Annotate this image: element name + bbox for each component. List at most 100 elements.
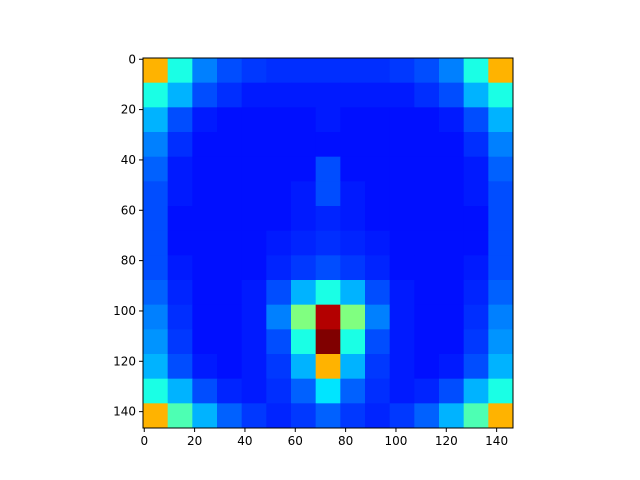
heatmap-cell [217, 378, 243, 404]
heatmap-cell [291, 255, 317, 281]
heatmap-cell [389, 354, 415, 380]
heatmap-cell [414, 107, 440, 133]
heatmap-cell [365, 230, 391, 256]
heatmap-cell [291, 181, 317, 207]
heatmap-cell [241, 230, 267, 256]
heatmap-cell [463, 107, 489, 133]
heatmap-cell [488, 132, 514, 158]
heatmap-cell [143, 107, 169, 133]
heatmap-cell [414, 181, 440, 207]
heatmap-cell [266, 206, 292, 232]
heatmap-cell [192, 378, 218, 404]
heatmap-cell [315, 82, 341, 108]
heatmap-cell [241, 378, 267, 404]
heatmap-cell [291, 354, 317, 380]
heatmap-cell [414, 132, 440, 158]
heatmap-cell [241, 280, 267, 306]
heatmap-cell [143, 82, 169, 108]
heatmap-cell [217, 354, 243, 380]
heatmap-cell [463, 354, 489, 380]
heatmap-cell [143, 255, 169, 281]
heatmap-cell [414, 58, 440, 84]
heatmap-cell [365, 181, 391, 207]
heatmap-cell [463, 230, 489, 256]
heatmap-cell [463, 280, 489, 306]
heatmap-cell [217, 280, 243, 306]
heatmap-cell [389, 156, 415, 182]
heatmap-cell [241, 181, 267, 207]
heatmap-cell [488, 181, 514, 207]
heatmap-cell [488, 82, 514, 108]
heatmap-cell [167, 304, 193, 330]
heatmap-cell [414, 403, 440, 429]
heatmap-cell [266, 82, 292, 108]
heatmap-cell [192, 181, 218, 207]
heatmap-cell [143, 403, 169, 429]
heatmap-cell [143, 354, 169, 380]
heatmap-cell [167, 206, 193, 232]
heatmap-cell [192, 280, 218, 306]
heatmap-cell [414, 206, 440, 232]
heatmap-cell [291, 280, 317, 306]
x-tick-label: 20 [187, 434, 202, 448]
heatmap-cell [315, 230, 341, 256]
heatmap-cell [340, 304, 366, 330]
heatmap-cell [167, 58, 193, 84]
heatmap-cell [439, 58, 465, 84]
heatmap-cell [167, 181, 193, 207]
heatmap-cell [340, 181, 366, 207]
heatmap-cell [266, 329, 292, 355]
heatmap-cell [266, 304, 292, 330]
y-tick-label: 60 [121, 203, 136, 217]
x-tick-label: 60 [288, 434, 303, 448]
heatmap-cell [192, 107, 218, 133]
heatmap-cell [463, 181, 489, 207]
heatmap-cell [340, 378, 366, 404]
heatmap-cell [463, 58, 489, 84]
heatmap-cell [463, 403, 489, 429]
heatmap-cell [340, 206, 366, 232]
heatmap-cell [217, 329, 243, 355]
x-tick-label: 140 [485, 434, 508, 448]
heatmap-cell [291, 82, 317, 108]
heatmap-cell [414, 354, 440, 380]
heatmap-cell [143, 156, 169, 182]
heatmap-cell [192, 329, 218, 355]
heatmap-cell [315, 107, 341, 133]
heatmap-cell [315, 255, 341, 281]
heatmap-cell [463, 206, 489, 232]
heatmap-cell [192, 403, 218, 429]
heatmap-cell [340, 354, 366, 380]
heatmap-cell [315, 304, 341, 330]
y-tick-label: 40 [121, 153, 136, 167]
heatmap-cell [365, 156, 391, 182]
heatmap-cell [389, 255, 415, 281]
heatmap-cell [340, 403, 366, 429]
heatmap-cell [340, 58, 366, 84]
heatmap-cell [439, 304, 465, 330]
heatmap-cell [389, 230, 415, 256]
heatmap-cell [217, 132, 243, 158]
heatmap-cell [365, 255, 391, 281]
heatmap-cell [439, 206, 465, 232]
y-tick-label: 140 [113, 405, 136, 419]
heatmap-cell [217, 403, 243, 429]
heatmap-cell [143, 280, 169, 306]
y-tick-label: 80 [121, 254, 136, 268]
heatmap-cell [340, 230, 366, 256]
heatmap-cell [389, 329, 415, 355]
y-tick-label: 0 [128, 52, 136, 66]
heatmap-cell [241, 354, 267, 380]
y-tick-label: 20 [121, 103, 136, 117]
heatmap-cell [340, 156, 366, 182]
heatmap-cell [266, 230, 292, 256]
heatmap-cell [315, 280, 341, 306]
heatmap-cell [291, 58, 317, 84]
heatmap-cell [340, 82, 366, 108]
heatmap-cell [463, 82, 489, 108]
x-tick-label: 0 [140, 434, 148, 448]
heatmap-cell [217, 206, 243, 232]
heatmap-cell [192, 354, 218, 380]
heatmap-cell [389, 181, 415, 207]
heatmap-cell [217, 58, 243, 84]
